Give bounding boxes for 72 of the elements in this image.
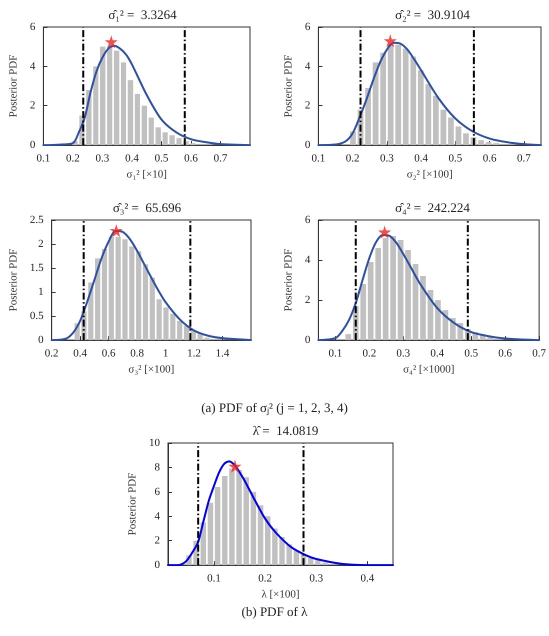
x-axis-title: σ₂² [×100] (406, 168, 453, 180)
y-tick-label: 0.5 (30, 310, 44, 322)
x-tick-label: 0.1 (36, 152, 50, 165)
y-tick-label: 8 (154, 461, 160, 474)
y-tick-label: 4 (30, 60, 36, 72)
x-tick-label: 0.2 (346, 152, 360, 165)
y-tick-label: 2 (38, 238, 44, 250)
y-tick-label: 4 (304, 254, 311, 266)
x-tick-label: 0.2 (44, 348, 59, 360)
x-tick-label: 0.2 (66, 152, 80, 165)
chart-title: σ̂₄² = 242.224 (395, 200, 470, 215)
x-tick-label: 0.6 (482, 152, 498, 165)
chart-title: σ̂₁² = 3.3264 (108, 7, 178, 22)
y-tick-label: 10 (149, 437, 160, 449)
y-tick-label: 2 (304, 294, 310, 306)
x-tick-label: 0.3 (309, 572, 324, 585)
y-tick-label: 0 (154, 559, 160, 572)
x-tick-label: 0.7 (517, 152, 532, 165)
chart-title: σ̂₂² = 30.9104 (395, 7, 470, 22)
x-tick-label: 0.4 (125, 152, 140, 165)
x-tick-label: 1.4 (216, 348, 230, 360)
x-axis-title: λ [×100] (261, 588, 300, 600)
x-tick-label: 0.4 (430, 348, 445, 360)
x-tick-label: 0.3 (380, 152, 394, 165)
text: (a) PDF of σⱼ² (j = 1, 2, 3, 4) (200, 399, 349, 416)
x-tick-label: 0.4 (360, 572, 375, 585)
x-tick-label: 0.7 (532, 348, 546, 360)
x-tick-label: 0.2 (258, 572, 272, 585)
y-tick-label: 6 (154, 486, 160, 498)
x-axis-title: σ₃² [×100] (128, 364, 174, 376)
y-axis-title: Posterior PDF (8, 248, 20, 312)
y-axis-title: Posterior PDF (282, 248, 294, 312)
y-tick-label: 6 (304, 214, 311, 226)
y-axis-title: Posterior PDF (8, 54, 20, 118)
y-tick-label: 6 (304, 21, 311, 33)
x-tick-label: 0.1 (207, 572, 221, 585)
chart-title: λ̂ = 14.0819 (252, 423, 318, 438)
x-tick-label: 0.4 (73, 348, 88, 360)
y-tick-label: 2.5 (30, 214, 44, 226)
x-tick-label: 0.3 (96, 152, 110, 165)
y-tick-label: 2 (304, 100, 310, 112)
x-tick-label: 0.5 (464, 348, 479, 360)
x-tick-label: 0.7 (214, 152, 228, 165)
x-tick-label: 0.4 (414, 152, 429, 165)
y-tick-label: 0 (30, 139, 36, 152)
x-axis-title: σ₄² [×1000] (403, 364, 454, 376)
x-tick-label: 0.1 (312, 152, 326, 165)
x-tick-label: 1 (162, 348, 168, 360)
y-tick-label: 0 (304, 139, 311, 152)
x-tick-label: 0.2 (362, 348, 376, 360)
y-tick-label: 2 (154, 534, 160, 547)
text: (b) PDF of λ (240, 604, 308, 620)
y-axis-title: Posterior PDF (282, 54, 294, 118)
x-tick-label: 0.3 (396, 348, 411, 360)
y-tick-label: 4 (304, 60, 311, 72)
x-tick-label: 0.6 (102, 348, 116, 360)
y-tick-label: 0 (38, 334, 44, 346)
x-tick-label: 0.6 (184, 152, 198, 165)
x-tick-label: 0.1 (328, 348, 342, 360)
y-tick-label: 6 (30, 21, 36, 33)
x-tick-label: 1.2 (187, 348, 201, 360)
x-axis-title: σ₁² [×10] (126, 168, 167, 180)
y-tick-label: 0 (304, 334, 311, 346)
y-tick-label: 2 (30, 100, 36, 112)
y-axis-title: Posterior PDF (126, 472, 139, 536)
y-tick-label: 1 (38, 286, 44, 298)
x-tick-label: 0.6 (498, 348, 513, 360)
x-tick-label: 0.5 (448, 152, 463, 165)
y-tick-label: 1.5 (30, 262, 44, 274)
x-tick-label: 0.8 (130, 348, 144, 360)
chart-title: σ̂₃² = 65.696 (112, 200, 182, 215)
y-tick-label: 4 (154, 510, 160, 522)
